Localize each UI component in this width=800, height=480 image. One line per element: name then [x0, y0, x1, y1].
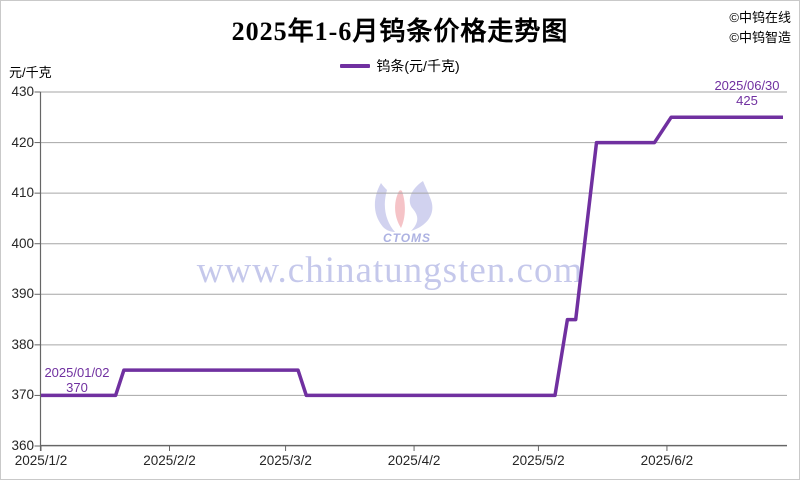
watermark-url-text: www.chinatungsten.com	[196, 250, 584, 291]
x-tick-label: 2025/4/2	[387, 453, 441, 468]
x-tick-label: 2025/1/2	[14, 453, 68, 468]
x-tick-label: 2025/3/2	[259, 453, 312, 468]
y-tick-label: 370	[11, 387, 34, 403]
ctoms-logo-text: CTOMS	[382, 231, 432, 245]
legend-line-marker	[340, 64, 371, 68]
annotation-last-point: 2025/06/30 425	[701, 78, 793, 108]
credit-line-1: ©中钨在线	[729, 10, 791, 25]
credit-line-2: ©中钨智造	[729, 30, 791, 45]
copyright-credits: ©中钨在线 ©中钨智造	[729, 8, 791, 48]
y-tick-label: 390	[11, 286, 34, 302]
x-tick-label: 2025/6/2	[640, 453, 694, 468]
y-tick-label: 420	[11, 134, 34, 150]
y-tick-label: 410	[11, 185, 34, 201]
annotation-last-date: 2025/06/30	[714, 78, 780, 93]
y-tick-label: 380	[11, 336, 34, 352]
x-tick-label: 2025/2/2	[143, 453, 196, 468]
legend: 钨条(元/千克)	[1, 56, 799, 76]
y-axis-unit-label: 元/千克	[9, 65, 52, 80]
annotation-first-point: 2025/01/02 370	[39, 365, 115, 395]
y-tick-label: 400	[11, 235, 34, 251]
annotation-first-value: 370	[66, 380, 88, 395]
x-tick-label: 2025/5/2	[512, 453, 565, 468]
page-title: 2025年1-6月钨条价格走势图	[231, 17, 569, 46]
annotation-last-value: 425	[736, 93, 758, 108]
series-line-钨条(元/千克)	[41, 115, 783, 398]
legend-label: 钨条(元/千克)	[376, 58, 460, 74]
y-tick-label: 430	[11, 84, 34, 99]
annotation-first-date: 2025/01/02	[44, 365, 110, 380]
y-tick-label: 360	[11, 438, 34, 453]
